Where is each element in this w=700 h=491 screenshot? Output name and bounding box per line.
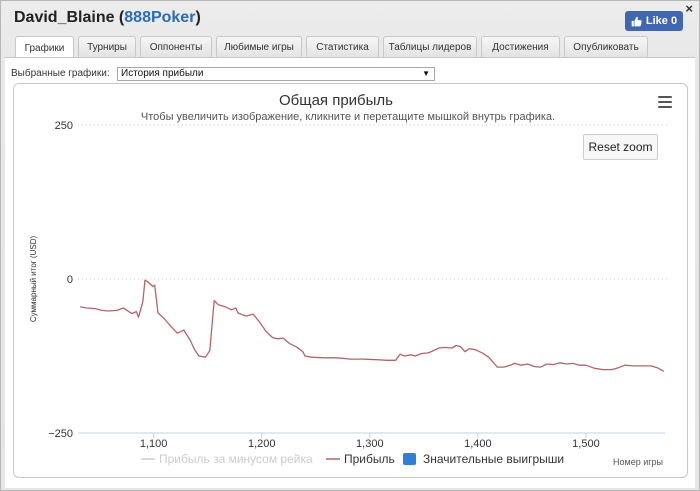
tab-favorite-games[interactable]: Любимые игры [216, 36, 302, 57]
legend-item-big-wins[interactable]: Значительные выигрыши [403, 452, 564, 466]
tab-tournaments[interactable]: Турниры [78, 36, 136, 57]
legend-marker-big-wins [403, 453, 416, 465]
dropdown-arrow-icon: ▼ [422, 69, 430, 78]
chart-legend: Прибыль за минусом рейка Прибыль Значите… [141, 452, 564, 466]
x-tick-label: 1,500 [572, 438, 600, 450]
legend-item-profit[interactable]: Прибыль [326, 452, 395, 466]
y-tick-label: 250 [55, 120, 73, 132]
x-axis-title: Номер игры [613, 457, 663, 467]
y-tick-label: −250 [48, 428, 73, 440]
x-tick-label: 1,200 [248, 438, 276, 450]
site-name[interactable]: 888Poker [124, 9, 196, 26]
chart-selector-dropdown[interactable]: История прибыли ▼ [117, 67, 435, 81]
tab-charts[interactable]: Графики [15, 36, 74, 59]
close-icon[interactable]: × [685, 1, 693, 16]
tab-achievements[interactable]: Достижения [481, 36, 560, 57]
x-tick-label: 1,300 [356, 438, 384, 450]
legend-label-profit: Прибыль [344, 452, 395, 466]
tab-opponents[interactable]: Оппоненты [140, 36, 212, 57]
profit-line [80, 279, 665, 372]
tab-divider [5, 57, 695, 58]
chart-selector-value: История прибыли [121, 68, 204, 79]
chart-series [80, 279, 665, 372]
like-label: Like 0 [645, 15, 678, 27]
reset-zoom-button[interactable]: Reset zoom [583, 134, 658, 160]
player-name: David_Blaine [14, 9, 115, 26]
chart-panel[interactable] [13, 83, 688, 478]
facebook-like-button[interactable]: Like 0 [625, 11, 683, 31]
x-tick-label: 1,100 [140, 438, 168, 450]
legend-label-net-of-rake: Прибыль за минусом рейка [159, 452, 313, 466]
tab-publish[interactable]: Опубликовать [564, 36, 648, 57]
y-axis-ticks: 250 0 −250 [48, 120, 73, 440]
y-axis-title: Суммарный итог (USD) [29, 236, 38, 323]
tab-statistics[interactable]: Статистика [306, 36, 379, 57]
legend-label-big-wins: Значительные выигрыши [423, 452, 564, 466]
x-axis-ticks: 1,100 1,200 1,300 1,400 1,500 [140, 433, 600, 450]
thumbs-up-icon [631, 16, 642, 26]
chart-subtitle: Чтобы увеличить изображение, кликните и … [141, 111, 555, 123]
chart-title: Общая прибыль [279, 92, 393, 109]
chart-selector-label: Выбранные графики: [11, 68, 110, 79]
tab-leaderboards[interactable]: Таблицы лидеров [383, 36, 477, 57]
chart-menu-icon[interactable] [658, 96, 672, 108]
x-tick-label: 1,400 [464, 438, 492, 450]
chart-grid [78, 124, 667, 280]
title-bar: David_Blaine (888Poker) Like 0 × [1, 1, 699, 37]
y-tick-label: 0 [67, 274, 73, 286]
window-title: David_Blaine (888Poker) [14, 9, 201, 26]
legend-item-net-of-rake[interactable]: Прибыль за минусом рейка [141, 452, 313, 466]
